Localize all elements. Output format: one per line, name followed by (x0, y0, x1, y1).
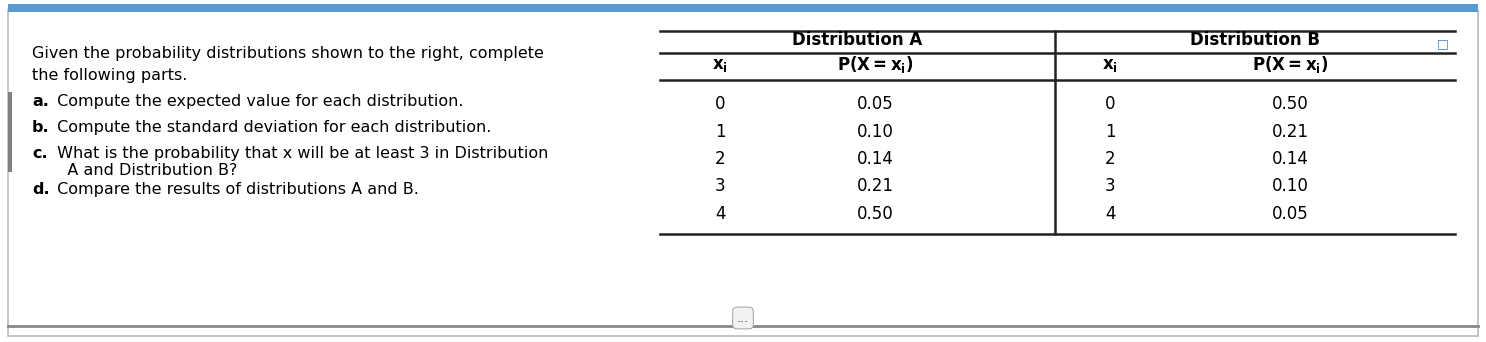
Text: 0.14: 0.14 (856, 150, 893, 168)
Text: 0: 0 (1104, 95, 1116, 113)
Text: a.: a. (33, 94, 49, 109)
Text: d.: d. (33, 182, 49, 197)
Text: $\mathbf{P(X = x_i)}$: $\mathbf{P(X = x_i)}$ (837, 54, 914, 75)
Text: Compare the results of distributions A and B.: Compare the results of distributions A a… (52, 182, 419, 197)
Text: □: □ (1437, 37, 1449, 50)
Text: $\mathbf{x_i}$: $\mathbf{x_i}$ (712, 55, 728, 74)
Text: 4: 4 (1104, 205, 1116, 223)
Text: b.: b. (33, 120, 49, 135)
Text: Compute the expected value for each distribution.: Compute the expected value for each dist… (52, 94, 464, 109)
Text: 1: 1 (1104, 123, 1116, 141)
Text: c.: c. (33, 146, 48, 161)
Text: 0.21: 0.21 (1272, 123, 1309, 141)
FancyBboxPatch shape (7, 92, 12, 172)
Text: ...: ... (737, 312, 749, 325)
Text: 1: 1 (715, 123, 725, 141)
Text: 0.50: 0.50 (856, 205, 893, 223)
Text: 4: 4 (715, 205, 725, 223)
Text: 0.50: 0.50 (1272, 95, 1308, 113)
Text: 2: 2 (1104, 150, 1116, 168)
Text: Compute the standard deviation for each distribution.: Compute the standard deviation for each … (52, 120, 492, 135)
Text: $\mathbf{P(X = x_i)}$: $\mathbf{P(X = x_i)}$ (1251, 54, 1328, 75)
Text: Distribution A: Distribution A (792, 31, 923, 49)
Text: 3: 3 (1104, 177, 1116, 195)
Text: Distribution B: Distribution B (1190, 31, 1320, 49)
Text: 0: 0 (715, 95, 725, 113)
Text: 0.10: 0.10 (1272, 177, 1309, 195)
Text: 0.21: 0.21 (856, 177, 893, 195)
Text: What is the probability that x will be at least 3 in Distribution
   A and Distr: What is the probability that x will be a… (52, 146, 548, 179)
FancyBboxPatch shape (7, 4, 1479, 12)
Text: Given the probability distributions shown to the right, complete: Given the probability distributions show… (33, 46, 544, 61)
Text: the following parts.: the following parts. (33, 68, 187, 83)
Text: 0.05: 0.05 (1272, 205, 1308, 223)
Text: 0.14: 0.14 (1272, 150, 1309, 168)
Text: 2: 2 (715, 150, 725, 168)
Text: $\mathbf{x_i}$: $\mathbf{x_i}$ (1103, 55, 1117, 74)
Text: 0.10: 0.10 (856, 123, 893, 141)
FancyBboxPatch shape (7, 10, 1479, 336)
Text: 0.05: 0.05 (856, 95, 893, 113)
Text: 3: 3 (715, 177, 725, 195)
